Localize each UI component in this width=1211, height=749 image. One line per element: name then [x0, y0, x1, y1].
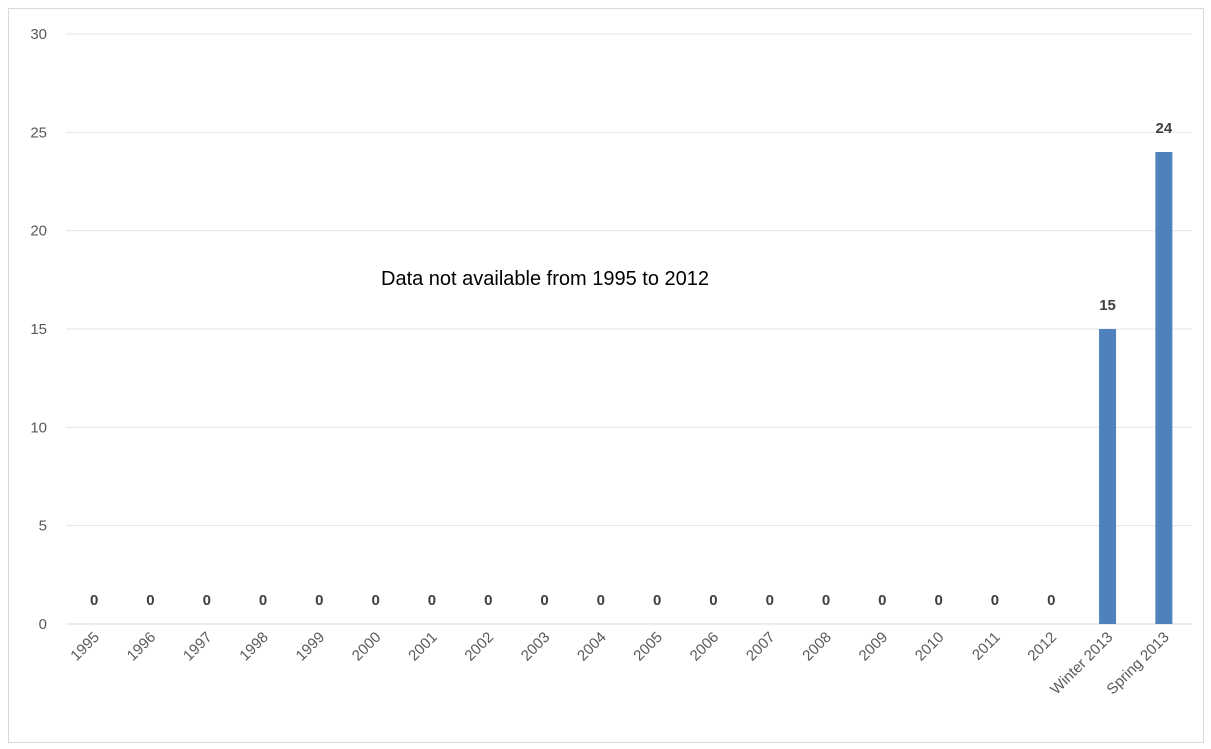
data-label: 0 — [653, 592, 661, 609]
data-label: 0 — [709, 592, 717, 609]
x-tick-label: 1996 — [124, 629, 160, 665]
y-tick-label: 30 — [30, 26, 47, 43]
x-tick-label: 2005 — [630, 629, 666, 665]
chart-annotation: Data not available from 1995 to 2012 — [381, 268, 709, 290]
data-label: 0 — [766, 592, 774, 609]
x-tick-label: 2010 — [912, 629, 948, 665]
y-tick-label: 10 — [30, 419, 47, 436]
x-tick-label: 2002 — [461, 629, 497, 665]
data-label: 0 — [90, 592, 98, 609]
x-axis-tick-labels: 1995 1996 1997 1998 1999 2000 2001 2002 2003 2004… — [67, 629, 1172, 698]
data-label: 0 — [934, 592, 942, 609]
x-tick-label: 2008 — [799, 629, 835, 665]
x-tick-label: 2011 — [969, 629, 1004, 664]
x-tick-label: 2000 — [349, 629, 385, 665]
x-tick-label: 2012 — [1024, 629, 1060, 665]
x-tick-label: 2006 — [687, 629, 723, 665]
data-labels: 0 0 0 0 0 0 0 0 0 0 0 0 0 0 0 0 0 0 15 24 — [90, 120, 1173, 609]
y-tick-label: 15 — [30, 321, 47, 338]
data-label: 0 — [428, 592, 436, 609]
x-tick-label: 1998 — [236, 629, 272, 665]
data-label: 0 — [991, 592, 999, 609]
data-label: 0 — [371, 592, 379, 609]
data-label: 24 — [1156, 120, 1173, 137]
x-tick-label: 1999 — [293, 629, 329, 665]
x-tick-label: 1995 — [67, 629, 103, 665]
y-tick-label: 0 — [39, 616, 47, 633]
y-axis-tick-labels: 0 5 10 15 20 25 30 — [30, 26, 47, 633]
y-tick-label: 20 — [30, 223, 47, 240]
data-label: 0 — [878, 592, 886, 609]
data-label: 0 — [259, 592, 267, 609]
bar — [1155, 152, 1173, 624]
data-label: 0 — [822, 592, 830, 609]
data-label: 15 — [1099, 297, 1116, 314]
x-tick-label: 2003 — [518, 629, 554, 665]
bars — [1099, 152, 1173, 624]
data-label: 0 — [597, 592, 605, 609]
data-label: 0 — [315, 592, 323, 609]
y-tick-label: 25 — [30, 124, 47, 141]
y-tick-label: 5 — [39, 518, 47, 535]
x-tick-label: 2007 — [743, 629, 779, 665]
data-label: 0 — [484, 592, 492, 609]
data-label: 0 — [146, 592, 154, 609]
bar — [1099, 329, 1117, 624]
x-tick-label: 1997 — [180, 629, 216, 665]
x-tick-label: 2004 — [574, 629, 610, 665]
data-label: 0 — [203, 592, 211, 609]
chart-frame — [8, 8, 1204, 743]
data-label: 0 — [1047, 592, 1055, 609]
x-tick-label: 2001 — [405, 629, 441, 665]
x-tick-label: 2009 — [856, 629, 892, 665]
gridlines — [66, 33, 1192, 625]
data-label: 0 — [540, 592, 548, 609]
